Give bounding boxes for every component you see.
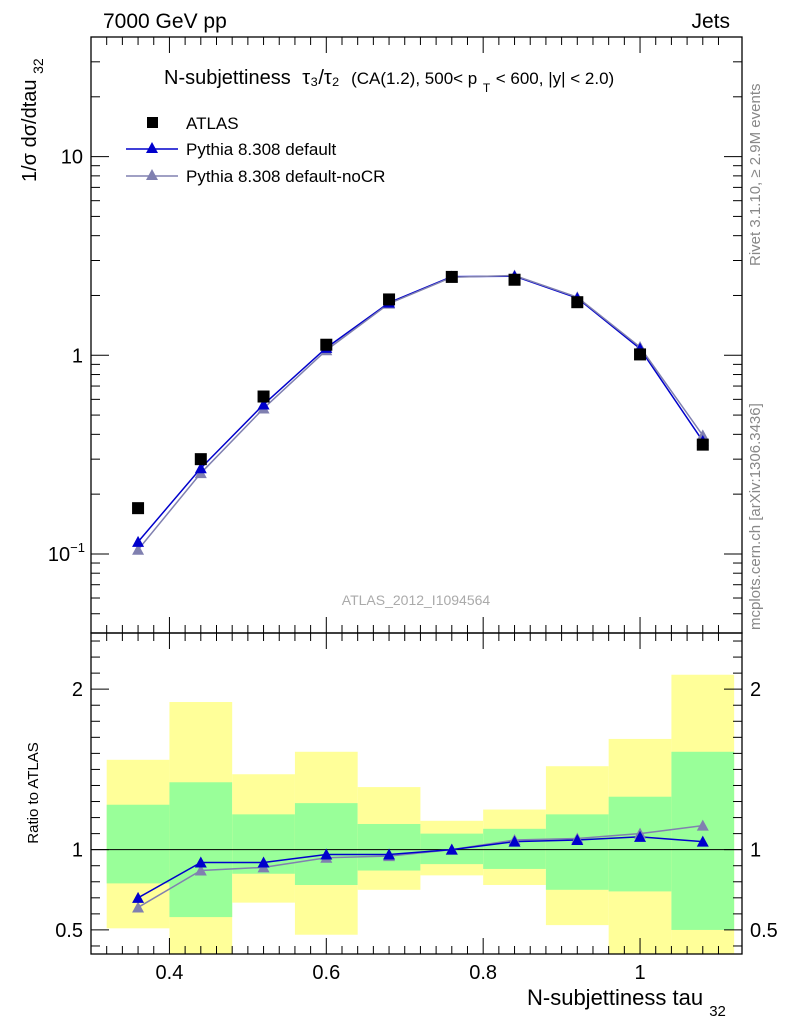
ratio-y-tick-label: 2 [72,679,83,701]
legend-atlas-label: ATLAS [186,114,239,133]
legend-default-marker [146,142,158,153]
ratio-y-tick-label-right: 2 [750,679,761,701]
ratio-default-point [132,891,145,903]
main-atlas-point [320,338,333,351]
ratio-band-inner [545,814,609,890]
main-ylabel: 1/σ dσ/dtau 32 [19,58,46,182]
main-y-tick-label: 10−1 [48,540,85,566]
legend-atlas-marker [147,117,158,128]
ratio-ylabel: Ratio to ATLAS [25,742,42,843]
main-ylabel-sub: 32 [30,58,46,74]
main-atlas-point [383,293,396,306]
main-atlas-point [571,296,584,309]
legend: ATLAS Pythia 8.308 default Pythia 8.308 … [126,114,385,186]
main-watermark: ATLAS_2012_I1094564 [342,592,491,608]
title-rest: < 600, |y| < 2.0) [496,69,614,88]
main-series-line [137,274,704,551]
main-default-point [132,535,145,547]
title-sym: τ₃/τ₂ [302,67,339,89]
title-main: N-subjettiness [164,67,291,89]
ratio-plot-panel: 0.5 0.5 1 1 2 2 0.4 0.6 0.8 1 [55,632,778,984]
ratio-band-inner [357,823,421,871]
ratio-y-tick-label-right: 1 [750,840,761,862]
title-sub: T [483,81,491,95]
ratio-nocr-point [132,901,145,913]
ratio-y-tick-label: 0.5 [55,920,83,942]
x-tick-label: 0.8 [469,962,497,984]
main-nocr-point [132,543,145,555]
ratio-default-point [696,835,709,847]
main-atlas-point [194,453,207,466]
rivet-label: Rivet 3.1.10, ≥ 2.9M events [747,84,764,267]
legend-default-label: Pythia 8.308 default [186,140,337,159]
ratio-band-inner [608,796,672,892]
main-atlas-point [696,438,709,451]
header-right: Jets [691,10,730,33]
main-ylabel-text: 1/σ dσ/dtau [19,79,41,182]
main-y-tick-label: 1 [72,345,83,367]
ratio-default-point [257,856,270,868]
ratio-default-point [508,835,521,847]
ratio-band-inner [294,803,358,885]
main-atlas-point [445,270,458,283]
main-nocr-point [696,429,709,441]
main-default-point [194,462,207,474]
main-atlas-point [508,273,521,286]
x-axis-label-sub: 32 [709,1003,726,1020]
ratio-band-inner [106,804,170,884]
ratio-default-point [383,848,396,860]
x-tick-label: 0.4 [156,962,184,984]
ratio-default-point [571,834,584,846]
main-y-tick-label: 10 [61,147,83,169]
main-title: N-subjettiness τ₃/τ₂ (CA(1.2), 500< p T … [164,67,614,97]
ratio-plot-frame [90,632,743,955]
ratio-nocr-point [696,819,709,831]
ratio-y-tick-label: 1 [72,840,83,862]
x-tick-label: 1 [634,962,645,984]
header-left: 7000 GeV pp [103,10,227,33]
ratio-y-tick-label-right: 0.5 [750,920,778,942]
ratio-nocr-point [194,864,207,876]
main-default-point [257,398,270,410]
main-atlas-point [132,502,145,515]
x-axis-label-text: N-subjettiness tau [527,985,703,1010]
x-axis-label: N-subjettiness tau 32 [527,985,726,1020]
main-atlas-point [257,390,270,403]
legend-nocr-label: Pythia 8.308 default-noCR [186,167,385,186]
ratio-default-point [194,856,207,868]
main-plot-panel: 10−1 1 10 ATLAS_2012_I1094564 [48,36,743,634]
mcplots-label: mcplots.cern.ch [arXiv:1306.3436] [747,403,764,630]
main-series-line [137,275,704,543]
ratio-series-line [137,824,703,909]
title-sel: (CA(1.2), 500< p [351,69,477,88]
ratio-series-line [137,836,703,899]
legend-nocr-marker [146,169,158,180]
x-tick-label: 0.6 [312,962,340,984]
ratio-default-point [320,848,333,860]
main-atlas-point [634,348,647,361]
ratio-default-point [634,830,647,842]
ratio-default-point [445,843,458,855]
